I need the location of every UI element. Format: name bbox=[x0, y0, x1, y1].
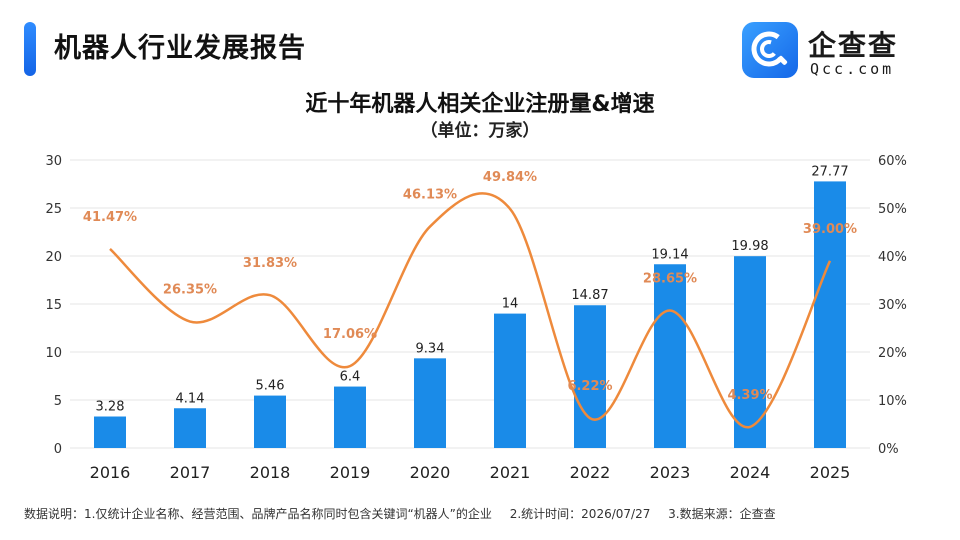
y-left-tick-label: 10 bbox=[45, 346, 62, 361]
growth-rate-label: 6.22% bbox=[567, 379, 612, 394]
footer-note-date: 2.统计时间：2026/07/27 bbox=[509, 507, 651, 521]
growth-rate-label: 41.47% bbox=[83, 210, 137, 225]
y-right-tick-label: 50% bbox=[878, 202, 907, 217]
x-tick-label: 2019 bbox=[330, 463, 371, 482]
bar-value-label: 14.87 bbox=[571, 288, 608, 303]
report-title: 机器人行业发展报告 bbox=[54, 33, 306, 64]
y-left-tick-label: 15 bbox=[45, 298, 62, 313]
bar bbox=[334, 386, 366, 448]
growth-rate-label: 39.00% bbox=[803, 222, 857, 237]
y-left-tick-label: 20 bbox=[45, 250, 62, 265]
chart-title: 近十年机器人相关企业注册量&增速 bbox=[305, 92, 655, 117]
bar bbox=[814, 181, 846, 448]
growth-rate-label: 31.83% bbox=[243, 256, 297, 271]
x-tick-label: 2024 bbox=[730, 463, 771, 482]
bar bbox=[94, 416, 126, 448]
qcc-logo-icon bbox=[742, 22, 798, 78]
y-left-tick-label: 0 bbox=[54, 442, 62, 457]
growth-rate-label: 17.06% bbox=[323, 327, 377, 342]
growth-rate-label: 4.39% bbox=[727, 388, 772, 403]
x-tick-label: 2016 bbox=[90, 463, 131, 482]
y-left-tick-label: 30 bbox=[45, 154, 62, 169]
bar-value-label: 9.34 bbox=[416, 341, 445, 356]
bar bbox=[734, 256, 766, 448]
y-right-tick-label: 10% bbox=[878, 394, 907, 409]
y-right-tick-label: 40% bbox=[878, 250, 907, 265]
x-tick-label: 2021 bbox=[490, 463, 531, 482]
bar-value-label: 19.98 bbox=[731, 239, 768, 254]
bar-value-label: 4.14 bbox=[176, 391, 205, 406]
logo-text-en: Qcc.com bbox=[810, 60, 895, 78]
growth-rate-label: 49.84% bbox=[483, 170, 537, 185]
title-accent-bar bbox=[24, 22, 36, 76]
header: 机器人行业发展报告 企查查 Qcc.com bbox=[0, 0, 960, 90]
y-right-tick-label: 30% bbox=[878, 298, 907, 313]
x-tick-label: 2020 bbox=[410, 463, 451, 482]
qcc-logo: 企查查 Qcc.com bbox=[742, 22, 942, 78]
bar-value-label: 6.4 bbox=[340, 370, 361, 385]
y-right-tick-label: 0% bbox=[878, 442, 899, 457]
y-right-tick-label: 20% bbox=[878, 346, 907, 361]
bar bbox=[174, 408, 206, 448]
growth-rate-label: 26.35% bbox=[163, 283, 217, 298]
footer-notes: 数据说明：1.仅统计企业名称、经营范围、品牌产品名称同时包含关键词“机器人”的企… bbox=[24, 505, 944, 522]
bar bbox=[494, 313, 526, 448]
x-tick-label: 2017 bbox=[170, 463, 211, 482]
y-left-tick-label: 5 bbox=[54, 394, 62, 409]
y-right-tick-label: 60% bbox=[878, 154, 907, 169]
bar-value-label: 14 bbox=[502, 297, 519, 312]
chart-subtitle: （单位：万家） bbox=[420, 121, 540, 141]
logo-text-cn: 企查查 bbox=[808, 29, 899, 62]
bar-value-label: 19.14 bbox=[651, 247, 688, 262]
y-left-tick-label: 25 bbox=[45, 202, 62, 217]
growth-rate-label: 28.65% bbox=[643, 271, 697, 286]
bar bbox=[254, 395, 286, 448]
footer-note-source: 3.数据来源：企查查 bbox=[668, 507, 776, 521]
bar bbox=[654, 264, 686, 448]
x-tick-label: 2022 bbox=[570, 463, 611, 482]
growth-rate-line bbox=[109, 192, 832, 429]
x-tick-label: 2025 bbox=[810, 463, 851, 482]
bar-value-label: 27.77 bbox=[811, 164, 848, 179]
bar-value-label: 3.28 bbox=[96, 400, 125, 415]
bar bbox=[414, 358, 446, 448]
bar-value-label: 5.46 bbox=[256, 379, 285, 394]
growth-rate-label: 46.13% bbox=[403, 188, 457, 203]
bar bbox=[574, 305, 606, 448]
x-tick-label: 2018 bbox=[250, 463, 291, 482]
footer-note-scope: 数据说明：1.仅统计企业名称、经营范围、品牌产品名称同时包含关键词“机器人”的企… bbox=[24, 507, 492, 521]
x-tick-label: 2023 bbox=[650, 463, 691, 482]
